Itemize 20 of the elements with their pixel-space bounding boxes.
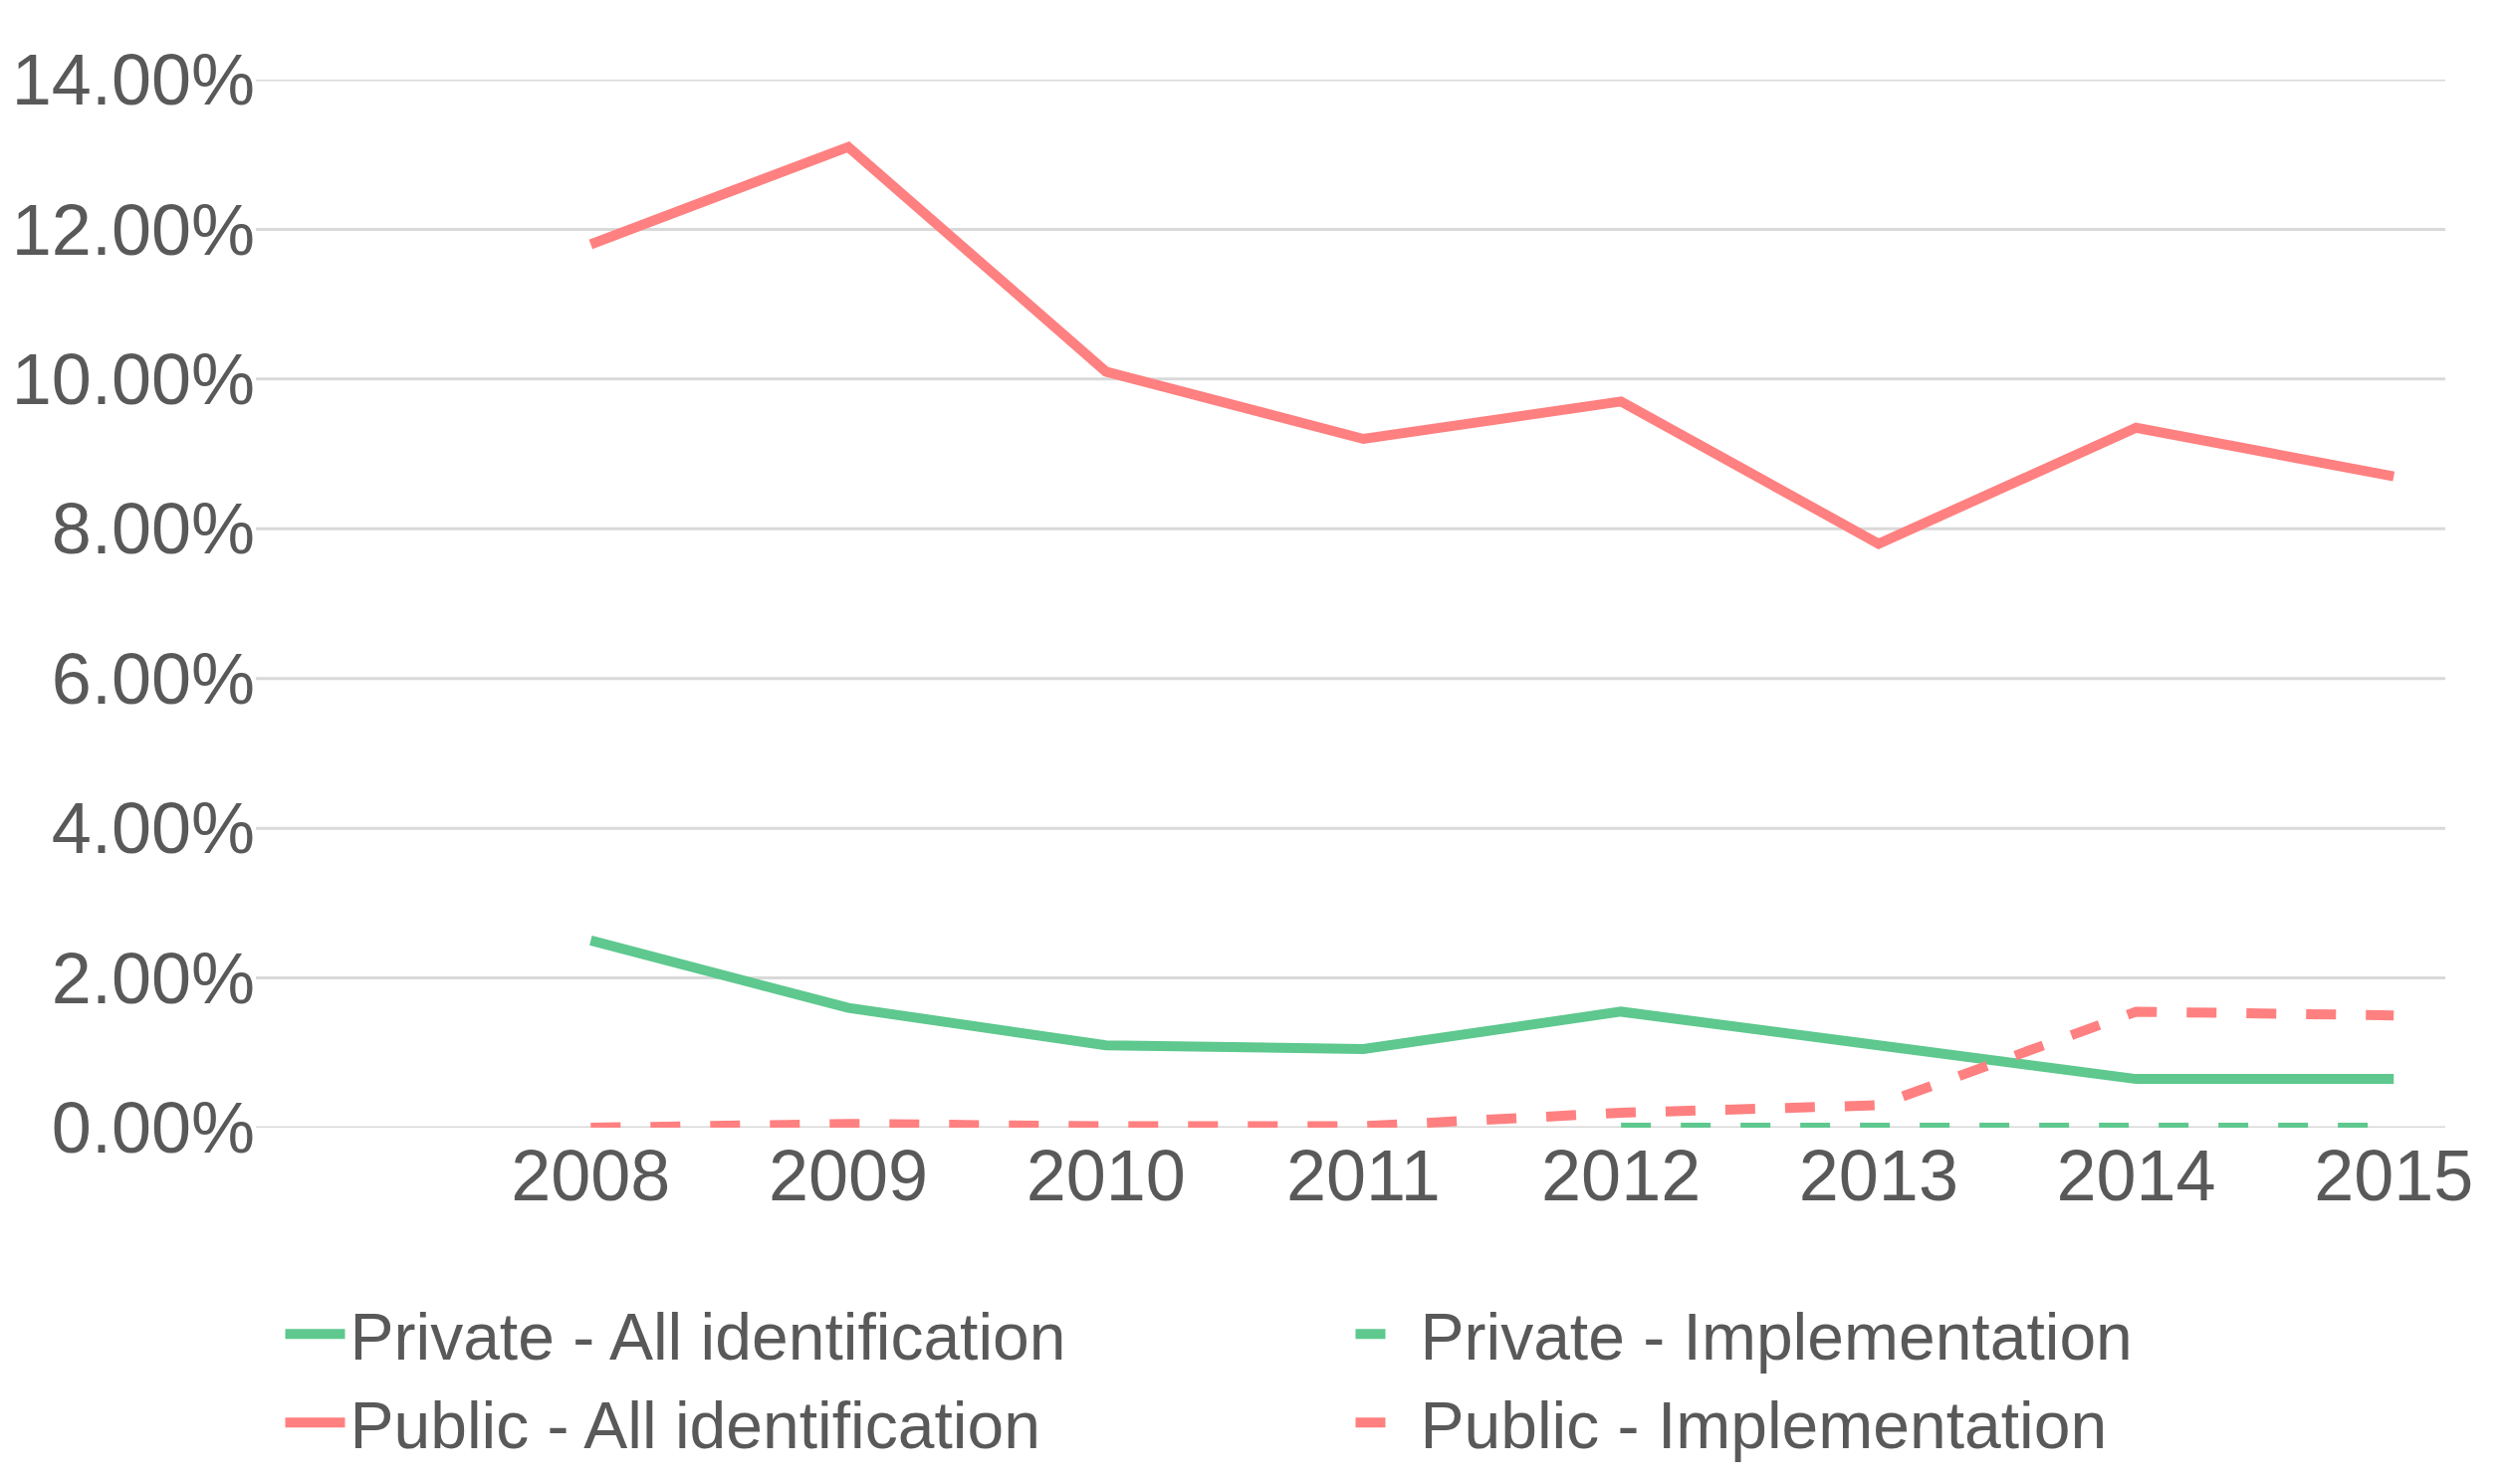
y-tick-label: 6.00% — [51, 638, 255, 719]
x-tick-label: 2013 — [1798, 1136, 1958, 1215]
x-tick-label: 2011 — [1286, 1136, 1441, 1215]
y-tick-label: 12.00% — [11, 189, 255, 270]
legend-label: Public - All identification — [349, 1387, 1040, 1462]
legend-label: Private - All identification — [349, 1300, 1066, 1375]
x-tick-label: 2009 — [768, 1136, 929, 1215]
y-tick-label: 10.00% — [11, 339, 255, 420]
y-tick-label: 8.00% — [51, 489, 255, 569]
x-tick-label: 2015 — [2314, 1136, 2474, 1215]
y-tick-label: 14.00% — [11, 40, 255, 120]
x-tick-label: 2012 — [1541, 1136, 1702, 1215]
x-tick-label: 2010 — [1025, 1136, 1186, 1215]
y-tick-label: 2.00% — [51, 938, 255, 1018]
x-tick-label: 2008 — [511, 1136, 671, 1215]
legend-label: Private - Implementation — [1420, 1300, 2133, 1375]
x-tick-label: 2014 — [2056, 1136, 2216, 1215]
legend-label: Public - Implementation — [1420, 1387, 2108, 1462]
y-tick-label: 4.00% — [51, 788, 255, 869]
y-tick-label: 0.00% — [51, 1088, 255, 1168]
